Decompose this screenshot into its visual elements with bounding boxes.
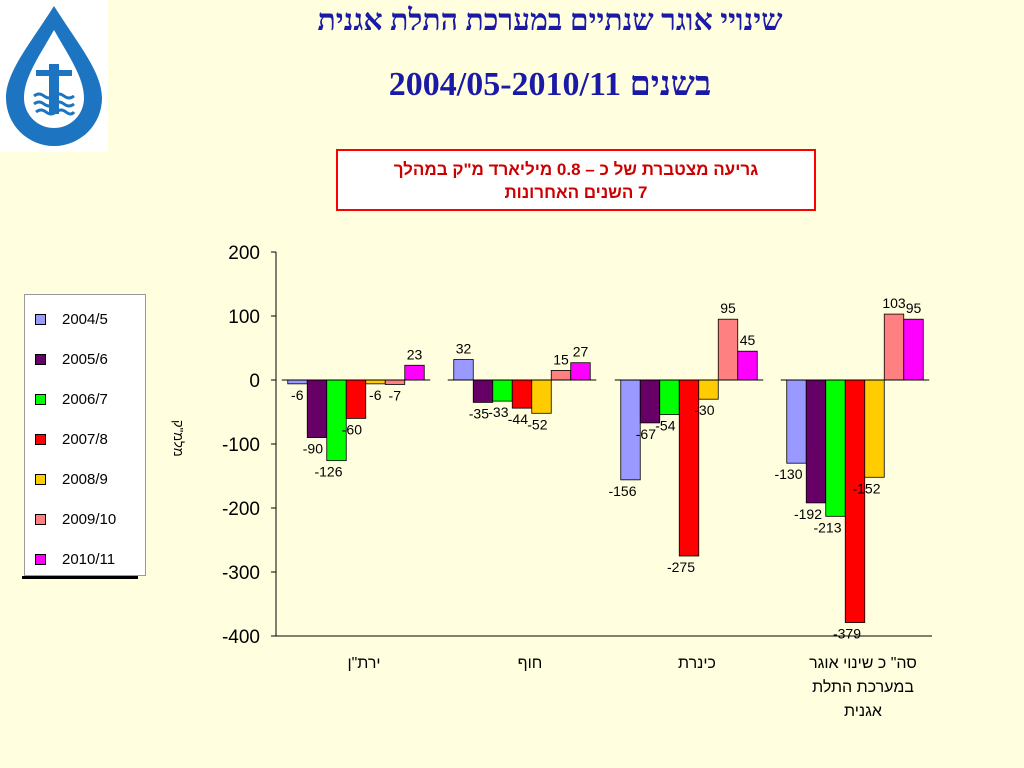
legend-label: 2005/6 <box>62 350 108 368</box>
category-label: במערכת התלת <box>812 678 914 696</box>
data-label: -33 <box>488 404 508 420</box>
data-label: 32 <box>456 341 472 357</box>
data-label: -213 <box>813 519 841 535</box>
data-label: 15 <box>553 351 569 367</box>
bar-2005-6-cat2 <box>639 379 661 424</box>
data-label: -60 <box>342 421 362 437</box>
y-tick-label: -300 <box>222 563 260 584</box>
data-label: -67 <box>636 426 656 442</box>
category-label: חוף <box>518 655 543 672</box>
legend-label: 2004/5 <box>62 310 108 328</box>
data-label: -275 <box>667 559 695 575</box>
data-label: -7 <box>389 387 402 403</box>
y-tick-label: 100 <box>228 307 260 328</box>
bar-2004-5-cat1 <box>453 359 474 381</box>
summary-note-line2: 7 השנים האחרונות <box>504 183 648 202</box>
y-tick-label: -400 <box>222 627 260 648</box>
legend-item: 2005/6 <box>35 349 108 369</box>
bar-2008-9-cat3 <box>864 379 885 478</box>
legend-swatch <box>35 313 46 325</box>
data-label: -6 <box>291 387 304 403</box>
legend-item: 2009/10 <box>35 509 116 529</box>
legend-label: 2006/7 <box>62 390 108 408</box>
legend-underline <box>22 576 138 579</box>
bar-2005-6-cat1 <box>472 379 494 403</box>
bar-2008-9-cat2 <box>698 379 719 400</box>
bar-2010-11-cat3 <box>903 318 924 381</box>
data-label: -90 <box>303 441 323 457</box>
data-label: 45 <box>740 332 756 348</box>
page-title-line2: בשנים 2004/05-2010/11 <box>388 66 712 103</box>
y-tick-label: 0 <box>249 371 260 392</box>
bar-2005-6-cat0 <box>306 379 328 438</box>
y-tick-label: 200 <box>228 243 260 264</box>
data-label: -192 <box>794 506 822 522</box>
bar-2007-8-cat0 <box>345 379 367 419</box>
legend-label: 2009/10 <box>62 510 117 528</box>
summary-note-box: גריעה מצטברת של כ – 0.8 מיליארד מ"ק במהל… <box>336 149 816 211</box>
legend-item: 2008/9 <box>35 469 108 489</box>
data-label: -35 <box>469 405 489 421</box>
legend-swatch <box>35 393 46 405</box>
data-label: -379 <box>833 626 861 642</box>
y-tick-label: -100 <box>222 435 260 456</box>
hydrological-service-logo <box>0 0 108 152</box>
legend-swatch <box>35 473 46 485</box>
legend-label: 2007/8 <box>62 430 108 448</box>
legend-item: 2007/8 <box>35 429 108 449</box>
data-label: -44 <box>508 411 528 427</box>
category-label: אגנית <box>844 703 882 720</box>
data-label: -156 <box>608 483 636 499</box>
data-label: 95 <box>720 300 736 316</box>
bar-2008-9-cat1 <box>531 379 552 414</box>
bar-2006-7-cat2 <box>659 379 680 415</box>
data-label: -126 <box>314 464 342 480</box>
legend-item: 2006/7 <box>35 389 108 409</box>
bar-2007-8-cat3 <box>844 379 866 623</box>
logo-drop-icon <box>6 6 102 146</box>
data-label: -130 <box>774 466 802 482</box>
bar-2008-9-cat0 <box>365 379 386 385</box>
category-label: סה" כ שינוי אוגר <box>809 655 917 672</box>
summary-note-line1: גריעה מצטברת של כ – 0.8 מיליארד מ"ק במהל… <box>393 160 759 179</box>
legend-item: 2010/11 <box>35 549 115 569</box>
bar-2009-10-cat0 <box>384 379 406 385</box>
data-label: 23 <box>407 346 423 362</box>
bar-2005-6-cat3 <box>805 379 827 504</box>
page-title-line1: שינויי אוגר שנתיים במערכת התלת אגנית <box>317 4 783 37</box>
bar-2004-5-cat3 <box>786 379 807 464</box>
y-tick-label: -200 <box>222 499 260 520</box>
legend-swatch <box>35 513 46 525</box>
data-label: -52 <box>527 416 547 432</box>
bar-2004-5-cat0 <box>287 379 308 385</box>
bar-2009-10-cat2 <box>717 318 739 381</box>
legend-swatch <box>35 353 46 365</box>
y-axis-label: מלמ"ק <box>171 420 186 457</box>
bar-2010-11-cat1 <box>570 362 591 381</box>
chart-legend: 2004/5 2005/6 2006/7 2007/8 2008/9 2009/10 201… <box>24 294 146 576</box>
data-label: -30 <box>694 402 714 418</box>
bar-2006-7-cat1 <box>492 379 513 402</box>
bar-2006-7-cat0 <box>326 379 347 462</box>
legend-item: 2004/5 <box>35 309 108 329</box>
data-label: -6 <box>369 387 382 403</box>
bar-2006-7-cat3 <box>825 379 846 517</box>
bar-2010-11-cat0 <box>404 364 425 381</box>
bar-2009-10-cat3 <box>883 313 905 381</box>
legend-label: 2008/9 <box>62 470 108 488</box>
bar-2009-10-cat1 <box>550 369 572 381</box>
legend-label: 2010/11 <box>62 550 116 568</box>
legend-swatch <box>35 553 46 565</box>
data-label: -54 <box>655 418 675 434</box>
data-label: 95 <box>906 300 922 316</box>
bar-2010-11-cat2 <box>737 350 758 381</box>
data-label: 103 <box>882 295 906 311</box>
category-label: ירת"ן <box>347 655 380 672</box>
category-label: כינרת <box>678 655 716 672</box>
data-label: 27 <box>573 344 589 360</box>
bar-2007-8-cat1 <box>511 379 533 409</box>
legend-swatch <box>35 433 46 445</box>
data-label: -152 <box>852 480 880 496</box>
